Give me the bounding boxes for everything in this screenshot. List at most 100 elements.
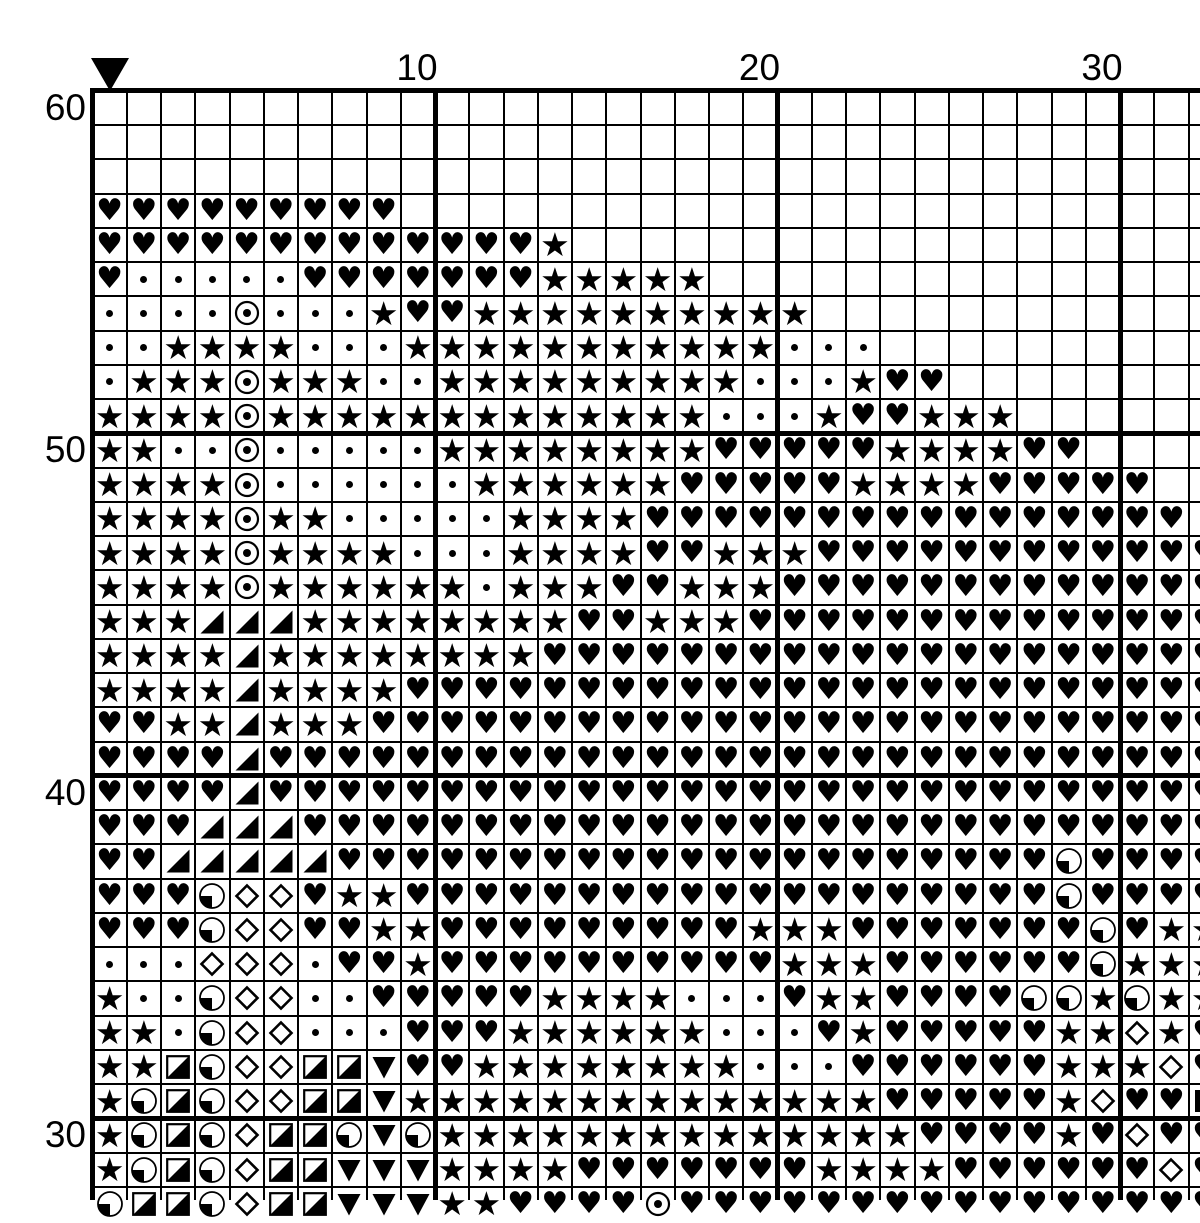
grid-cell: ♥ bbox=[504, 844, 538, 878]
heart-icon: ♥ bbox=[815, 572, 842, 602]
heart-icon: ♥ bbox=[1192, 881, 1200, 911]
grid-cell: ★ bbox=[1052, 1016, 1086, 1050]
heart-icon: ♥ bbox=[815, 744, 842, 774]
grid-cell: ★ bbox=[1189, 913, 1200, 947]
grid-cell: ♥ bbox=[1120, 844, 1154, 878]
grid-cell: ♥ bbox=[1120, 468, 1154, 502]
grid-cell: ★ bbox=[264, 365, 298, 399]
grid-cell: ♥ bbox=[1154, 536, 1188, 570]
grid-cell: ♥ bbox=[983, 742, 1017, 776]
grid-cell: ★ bbox=[264, 673, 298, 707]
dot-icon bbox=[449, 550, 456, 557]
heart-icon: ♥ bbox=[610, 607, 637, 637]
grid-cell: ★ bbox=[367, 639, 401, 673]
grid-cell bbox=[401, 1153, 435, 1187]
grid-cell: ★ bbox=[538, 1050, 572, 1084]
star-icon: ★ bbox=[848, 982, 878, 1015]
dot-icon bbox=[380, 378, 387, 385]
dot-icon bbox=[277, 481, 284, 488]
grid-cell: ★ bbox=[709, 296, 743, 330]
heart-icon: ♥ bbox=[815, 709, 842, 739]
heart-icon: ♥ bbox=[747, 607, 774, 637]
dot-icon bbox=[791, 413, 798, 420]
heart-icon: ♥ bbox=[439, 744, 466, 774]
heart-icon: ♥ bbox=[952, 846, 979, 876]
grid-cell: ♥ bbox=[1086, 536, 1120, 570]
grid-cell: ★ bbox=[641, 1118, 675, 1152]
grid-cell: ♥ bbox=[1189, 844, 1200, 878]
grid-cell: ★ bbox=[641, 981, 675, 1015]
heart-icon: ♥ bbox=[507, 846, 534, 876]
heart-icon: ♥ bbox=[1192, 778, 1200, 808]
star-icon: ★ bbox=[369, 913, 399, 946]
star-icon: ★ bbox=[540, 331, 570, 364]
star-icon: ★ bbox=[574, 1119, 604, 1152]
heart-icon: ♥ bbox=[576, 812, 603, 842]
heart-icon: ♥ bbox=[747, 744, 774, 774]
grid-cell: ♥ bbox=[1120, 742, 1154, 776]
star-icon: ★ bbox=[677, 571, 707, 604]
diagonal-square-icon bbox=[301, 1190, 329, 1218]
grid-cell: ♥ bbox=[915, 1016, 949, 1050]
grid-cell: ♥ bbox=[606, 570, 640, 604]
heart-icon: ♥ bbox=[1192, 709, 1200, 739]
heart-icon: ♥ bbox=[850, 1052, 877, 1082]
grid-cell bbox=[195, 913, 229, 947]
star-icon: ★ bbox=[883, 434, 913, 467]
grid-cell: ♥ bbox=[778, 673, 812, 707]
heart-icon: ♥ bbox=[713, 1189, 740, 1219]
star-icon: ★ bbox=[335, 365, 365, 398]
grid-cell bbox=[332, 1118, 366, 1152]
grid-cell: ♥ bbox=[195, 776, 229, 810]
grid-cell: ♥ bbox=[949, 707, 983, 741]
heart-icon: ♥ bbox=[1124, 915, 1151, 945]
heart-icon: ♥ bbox=[884, 881, 911, 911]
grid-cell bbox=[230, 844, 264, 878]
heart-icon: ♥ bbox=[781, 881, 808, 911]
heart-icon: ♥ bbox=[610, 778, 637, 808]
star-icon: ★ bbox=[163, 331, 193, 364]
heart-icon: ♥ bbox=[541, 812, 568, 842]
star-icon: ★ bbox=[574, 263, 604, 296]
diamond-icon bbox=[267, 1087, 295, 1115]
heart-icon: ♥ bbox=[918, 504, 945, 534]
grid-cell: ★ bbox=[846, 981, 880, 1015]
dot-icon bbox=[175, 276, 182, 283]
grid-cell bbox=[161, 433, 195, 467]
grid-cell: ★ bbox=[606, 1118, 640, 1152]
heart-icon: ♥ bbox=[952, 1155, 979, 1185]
grid-cell: ♥ bbox=[1154, 707, 1188, 741]
heart-icon: ♥ bbox=[473, 949, 500, 979]
row-label-40: 40 bbox=[6, 769, 86, 817]
star-icon: ★ bbox=[163, 400, 193, 433]
heart-icon: ♥ bbox=[1158, 812, 1185, 842]
star-icon: ★ bbox=[369, 297, 399, 330]
grid-cell: ♥ bbox=[401, 262, 435, 296]
grid-cell: ♥ bbox=[846, 810, 880, 844]
grid-cell bbox=[367, 1050, 401, 1084]
grid-cell: ♥ bbox=[298, 194, 332, 228]
grid-cell: ♥ bbox=[846, 913, 880, 947]
grid-cell: ♥ bbox=[1120, 502, 1154, 536]
heart-icon: ♥ bbox=[370, 983, 397, 1013]
star-icon: ★ bbox=[129, 365, 159, 398]
star-icon: ★ bbox=[506, 605, 536, 638]
grid-cell bbox=[367, 468, 401, 502]
grid-cell: ★ bbox=[469, 1153, 503, 1187]
grid-cell bbox=[127, 331, 161, 365]
heart-icon: ♥ bbox=[1124, 572, 1151, 602]
heart-icon: ♥ bbox=[233, 196, 260, 226]
grid-cell bbox=[264, 433, 298, 467]
grid-cell: ♥ bbox=[401, 1050, 435, 1084]
grid-cell: ★ bbox=[504, 399, 538, 433]
heart-icon: ♥ bbox=[1089, 1120, 1116, 1150]
grid-cell: ♥ bbox=[880, 502, 914, 536]
grid-cell: ♥ bbox=[983, 879, 1017, 913]
star-icon: ★ bbox=[848, 1016, 878, 1049]
grid-cell: ★ bbox=[709, 331, 743, 365]
grid-cell: ♥ bbox=[949, 913, 983, 947]
star-icon: ★ bbox=[163, 365, 193, 398]
grid-cell: ♥ bbox=[1120, 605, 1154, 639]
grid-cell: ♥ bbox=[127, 879, 161, 913]
heart-icon: ♥ bbox=[781, 504, 808, 534]
